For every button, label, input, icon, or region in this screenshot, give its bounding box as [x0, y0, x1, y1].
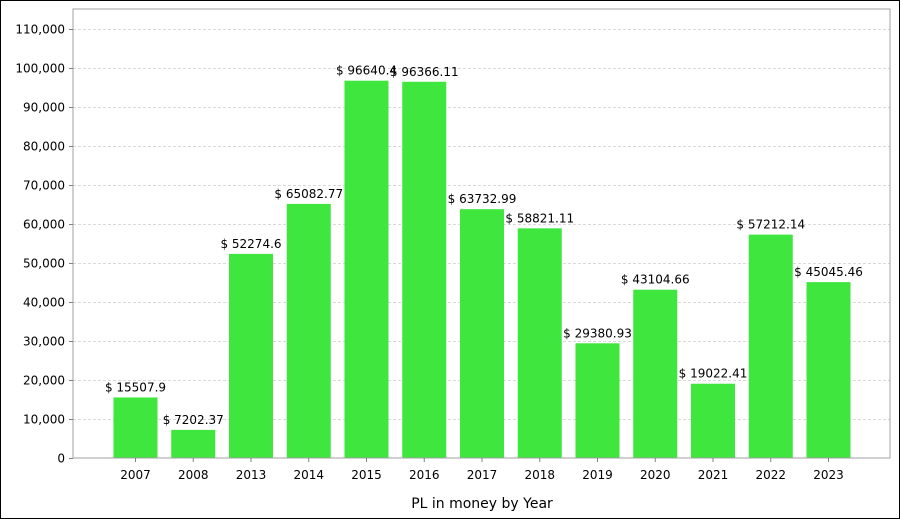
bar-value-label: $ 63732.99	[448, 192, 517, 206]
bar-value-label: $ 7202.37	[163, 413, 224, 427]
bar-2016	[402, 81, 447, 459]
bar-2023	[806, 282, 851, 458]
bar-value-label: $ 43104.66	[621, 273, 690, 287]
x-tick-label: 2020	[640, 468, 671, 482]
bar-2008	[171, 429, 216, 458]
x-axis-title: PL in money by Year	[411, 496, 553, 512]
bar-2007	[113, 397, 158, 458]
bars	[113, 80, 851, 459]
x-tick-label: 2013	[236, 468, 267, 482]
bar-2020	[633, 289, 678, 458]
y-tick-label: 90,000	[23, 101, 65, 115]
bar-value-label: $ 96640.4	[336, 64, 397, 78]
y-tick-label: 60,000	[23, 218, 65, 232]
bar-value-label: $ 96366.11	[390, 65, 459, 79]
y-tick-label: 110,000	[15, 23, 65, 37]
y-tick-label: 0	[57, 452, 65, 466]
bar-value-label: $ 57212.14	[736, 218, 805, 232]
y-tick-label: 30,000	[23, 335, 65, 349]
bar-value-label: $ 58821.11	[505, 211, 574, 225]
x-tick-label: 2019	[582, 468, 613, 482]
x-tick-label: 2018	[524, 468, 555, 482]
bar-2021	[691, 383, 735, 458]
x-tick-label: 2021	[698, 468, 729, 482]
bar-2018	[517, 228, 562, 458]
bar-value-label: $ 52274.6	[220, 237, 281, 251]
bar-2015	[344, 80, 389, 459]
bar-value-label: $ 19022.41	[679, 367, 748, 381]
x-tick-label: 2016	[409, 468, 440, 482]
bar-2022	[748, 234, 793, 458]
axes: 0 10,000 20,000 30,000 40,000 50,000 60,000 70,…	[15, 8, 891, 482]
bar-2019	[575, 343, 620, 458]
x-tick-label: 2008	[178, 468, 209, 482]
bar-2013	[229, 253, 273, 458]
x-tick-label: 2007	[120, 468, 151, 482]
y-tick-label: 20,000	[23, 374, 65, 388]
y-tick-label: 100,000	[15, 62, 65, 76]
bar-value-label: $ 15507.9	[105, 380, 166, 394]
y-tick-label: 10,000	[23, 413, 65, 427]
x-tick-label: 2014	[293, 468, 324, 482]
x-tick-label: 2023	[813, 468, 844, 482]
x-tick-label: 2015	[351, 468, 382, 482]
y-tick-label: 80,000	[23, 140, 65, 154]
bar-value-label: $ 65082.77	[274, 187, 343, 201]
x-tick-label: 2017	[467, 468, 498, 482]
y-tick-label: 40,000	[23, 296, 65, 310]
bar-value-label: $ 29380.93	[563, 326, 632, 340]
y-tick-label: 50,000	[23, 257, 65, 271]
x-tick-label: 2022	[755, 468, 786, 482]
data-labels: $ 15507.9 $ 7202.37 $ 52274.6 $ 65082.77 $ 9…	[105, 64, 863, 427]
bar-value-label: $ 45045.46	[794, 265, 863, 279]
bar-2014	[286, 203, 331, 458]
bar-2017	[460, 209, 504, 458]
y-tick-label: 70,000	[23, 179, 65, 193]
